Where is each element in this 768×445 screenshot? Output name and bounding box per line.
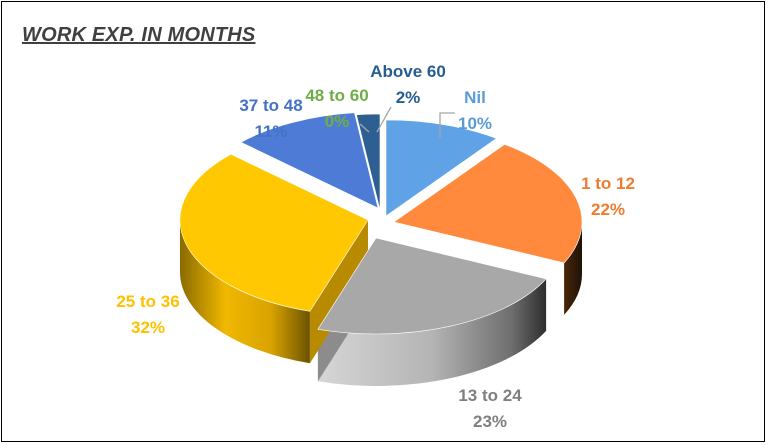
slice-nil	[385, 119, 498, 217]
pie-labels: Nil 10% 1 to 12 22% 13 to 24 23% 25 to 36 32% 37…	[116, 62, 635, 431]
slice-label-37-to-48: 37 to 48	[239, 96, 302, 115]
slice-13-to-24	[317, 237, 547, 335]
slice-side-13-to-24	[317, 278, 547, 386]
slice-side-25-to-36	[180, 220, 310, 364]
slice-percent-48-to-60: 0%	[325, 112, 350, 131]
slice-above-60	[356, 113, 381, 211]
slice-25-to-36	[179, 153, 369, 312]
slice-percent-nil: 10%	[458, 114, 492, 133]
pie-leaders	[359, 106, 455, 138]
leader-line-above-60	[376, 106, 392, 133]
slice-label-nil: Nil	[464, 88, 486, 107]
slice-percent-37-to-48: 11%	[254, 122, 287, 141]
slice-1-to-12	[393, 143, 583, 264]
slice-percent-1-to-12: 22%	[591, 200, 625, 219]
slice-label-above-60: Above 60	[370, 62, 446, 81]
slice-label-25-to-36: 25 to 36	[116, 292, 179, 311]
slice-label-1-to-12: 1 to 12	[581, 174, 635, 193]
leader-line-nil	[439, 112, 455, 138]
slice-percent-13-to-24: 23%	[473, 412, 507, 431]
slice-side-1-to-12	[564, 222, 582, 315]
pie-tops	[179, 112, 583, 335]
slice-percent-above-60: 2%	[396, 88, 421, 107]
leader-line-48-to-60	[359, 123, 370, 133]
slice-label-48-to-60: 48 to 60	[305, 86, 368, 105]
slice-label-13-to-24: 13 to 24	[458, 386, 522, 405]
chart-title: WORK EXP. IN MONTHS	[22, 24, 256, 46]
slice-37-to-48	[240, 112, 379, 209]
slice-percent-25-to-36: 32%	[131, 318, 165, 337]
